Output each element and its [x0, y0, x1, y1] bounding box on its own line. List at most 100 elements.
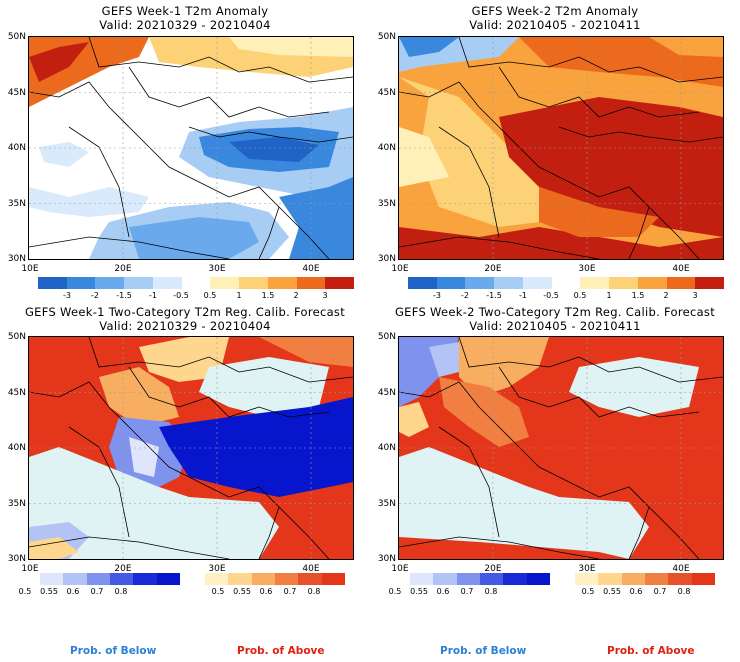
prob-of-above-label: Prob. of Above: [237, 645, 325, 657]
colorbar-label: 3: [322, 291, 328, 300]
lon-label: 10E: [391, 264, 409, 274]
anomaly-colorbar: [408, 277, 725, 289]
colorbar-label: 0.7: [283, 587, 297, 596]
colorbar-label: 2: [293, 291, 299, 300]
lat-label: 50N: [377, 32, 396, 42]
colorbar-label: -2: [461, 291, 469, 300]
colorbar-label: 0.7: [90, 587, 104, 596]
colorbar-label: 1: [236, 291, 242, 300]
prob-below-colorbar: [410, 573, 550, 585]
panel-week1-probability: GEFS Week-1 Two-Category T2m Reg. Calib.…: [0, 300, 370, 600]
panel-title: GEFS Week-1 T2m Anomaly: [101, 4, 269, 18]
lon-label: 40E: [302, 564, 320, 574]
lat-label: 35N: [377, 499, 396, 509]
colorbar-label: -3: [63, 291, 71, 300]
panel-title: GEFS Week-2 T2m Anomaly: [471, 4, 639, 18]
lon-label: 20E: [114, 264, 132, 274]
lon-label: 20E: [484, 564, 502, 574]
lon-label: 30E: [208, 264, 226, 274]
panel-valid-dates: Valid: 20210405 - 20210411: [469, 319, 641, 333]
colorbar-label: 1.5: [631, 291, 645, 300]
colorbar-label: 0.5: [18, 587, 32, 596]
lat-label: 40N: [377, 443, 396, 453]
lat-label: 40N: [7, 443, 26, 453]
lon-label: 30E: [578, 564, 596, 574]
lon-label: 10E: [21, 564, 39, 574]
colorbar-label: -1: [519, 291, 527, 300]
lat-label: 30N: [7, 254, 26, 264]
colorbar-label: 0.8: [677, 587, 691, 596]
colorbar-label: -1.5: [486, 291, 502, 300]
colorbar-label: 0.6: [66, 587, 80, 596]
prob-above-colorbar: [205, 573, 345, 585]
lon-label: 40E: [672, 264, 690, 274]
lat-label: 50N: [7, 332, 26, 342]
colorbar-label: 0.5: [573, 291, 587, 300]
lon-label: 30E: [208, 564, 226, 574]
prob-above-colorbar: [575, 573, 715, 585]
colorbar-label: 0.55: [40, 587, 58, 596]
lon-label: 40E: [672, 564, 690, 574]
colorbar-label: 0.7: [653, 587, 667, 596]
colorbar-label: 0.6: [259, 587, 273, 596]
lat-label: 50N: [7, 32, 26, 42]
colorbar-label: 3: [692, 291, 698, 300]
colorbar-label: 0.55: [233, 587, 251, 596]
lon-label: 30E: [578, 264, 596, 274]
colorbar-label: -1: [149, 291, 157, 300]
lat-label: 45N: [7, 88, 26, 98]
lat-label: 35N: [7, 199, 26, 209]
prob-of-above-label: Prob. of Above: [607, 645, 695, 657]
lat-label: 30N: [377, 554, 396, 564]
colorbar-label: 1: [606, 291, 612, 300]
colorbar-label: 0.7: [460, 587, 474, 596]
colorbar-label: 0.8: [307, 587, 321, 596]
colorbar-label: -1.5: [116, 291, 132, 300]
lon-label: 10E: [21, 264, 39, 274]
map-week2-probability: [398, 336, 724, 560]
colorbar-label: -0.5: [173, 291, 189, 300]
colorbar-label: 0.8: [484, 587, 498, 596]
anomaly-colorbar: [38, 277, 355, 289]
lat-label: 40N: [7, 143, 26, 153]
panel-title: GEFS Week-2 Two-Category T2m Reg. Calib.…: [394, 305, 716, 319]
panel-valid-dates: Valid: 20210329 - 20210404: [99, 319, 271, 333]
colorbar-label: 0.5: [388, 587, 402, 596]
colorbar-label: 0.6: [436, 587, 450, 596]
colorbar-label: 0.5: [211, 587, 225, 596]
lat-label: 45N: [7, 388, 26, 398]
colorbar-label: 0.8: [114, 587, 128, 596]
panel-valid-dates: Valid: 20210329 - 20210404: [99, 18, 271, 32]
colorbar-label: 2: [663, 291, 669, 300]
lat-label: 40N: [377, 143, 396, 153]
map-week2-anomaly: [398, 36, 724, 260]
colorbar-label: 1.5: [261, 291, 275, 300]
lat-label: 30N: [7, 554, 26, 564]
lat-label: 35N: [7, 499, 26, 509]
panel-week2-anomaly: GEFS Week-2 T2m Anomaly Valid: 20210405 …: [370, 0, 740, 300]
colorbar-label: 0.55: [603, 587, 621, 596]
prob-of-below-label: Prob. of Below: [440, 645, 527, 657]
colorbar-label: -3: [433, 291, 441, 300]
panel-title: GEFS Week-1 Two-Category T2m Reg. Calib.…: [24, 305, 346, 319]
colorbar-label: -0.5: [543, 291, 559, 300]
lon-label: 40E: [302, 264, 320, 274]
panel-week1-anomaly: GEFS Week-1 T2m Anomaly Valid: 20210329 …: [0, 0, 370, 300]
map-week1-probability: [28, 336, 354, 560]
lon-label: 20E: [484, 264, 502, 274]
map-week1-anomaly: [28, 36, 354, 260]
colorbar-label: 0.5: [581, 587, 595, 596]
lat-label: 45N: [377, 388, 396, 398]
panel-valid-dates: Valid: 20210405 - 20210411: [469, 18, 641, 32]
lon-label: 10E: [391, 564, 409, 574]
prob-below-colorbar: [40, 573, 180, 585]
lat-label: 35N: [377, 199, 396, 209]
colorbar-label: 0.55: [410, 587, 428, 596]
lat-label: 30N: [377, 254, 396, 264]
lat-label: 50N: [377, 332, 396, 342]
prob-of-below-label: Prob. of Below: [70, 645, 157, 657]
lat-label: 45N: [377, 88, 396, 98]
colorbar-label: 0.6: [629, 587, 643, 596]
colorbar-label: -2: [91, 291, 99, 300]
lon-label: 20E: [114, 564, 132, 574]
